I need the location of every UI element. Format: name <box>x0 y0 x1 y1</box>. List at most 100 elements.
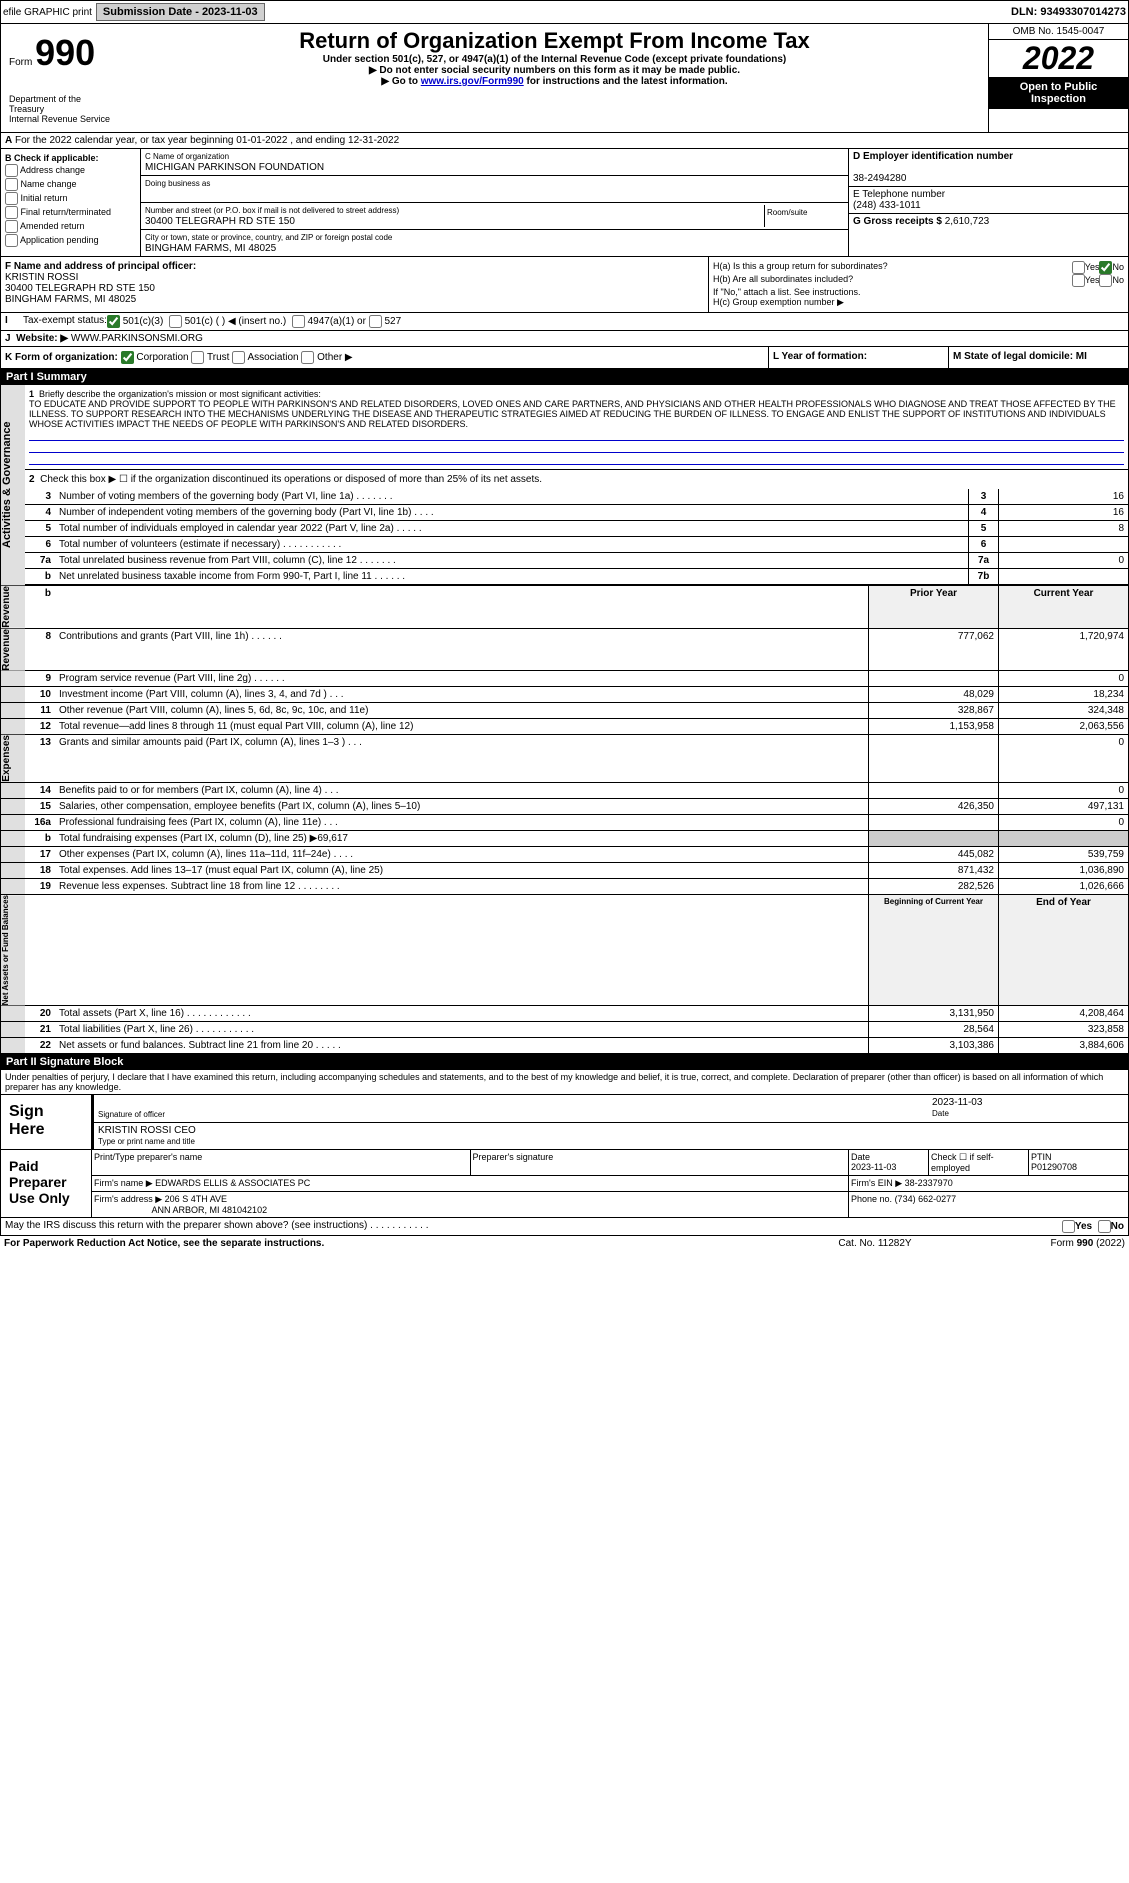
firm-phone: (734) 662-0277 <box>895 1194 957 1204</box>
tax-year: 2022 <box>989 40 1128 77</box>
l-label: L Year of formation: <box>773 351 867 362</box>
form-number-block: Form 990 Department of the Treasury Inte… <box>1 24 121 132</box>
gov-row-6: 6Total number of volunteers (estimate if… <box>25 537 1128 553</box>
subtitle-1: Under section 501(c), 527, or 4947(a)(1)… <box>125 54 984 65</box>
form-number: 990 <box>35 32 95 73</box>
ha-label: H(a) Is this a group return for subordin… <box>713 261 1072 274</box>
org-name-label: C Name of organization <box>145 152 229 161</box>
website-label: Website: ▶ <box>16 333 68 344</box>
chk-application[interactable]: Application pending <box>5 234 136 247</box>
line-klm: K Form of organization: Corporation Trus… <box>0 347 1129 369</box>
chk-initial[interactable]: Initial return <box>5 192 136 205</box>
exp-row-15: 15Salaries, other compensation, employee… <box>0 799 1129 815</box>
hb-yes[interactable]: Yes <box>1072 274 1100 287</box>
exp-row-19: 19Revenue less expenses. Subtract line 1… <box>0 879 1129 895</box>
city-label: City or town, state or province, country… <box>145 233 392 242</box>
officer-addr2: BINGHAM FARMS, MI 48025 <box>5 294 136 305</box>
chk-527[interactable]: 527 <box>369 315 401 328</box>
footer: For Paperwork Reduction Act Notice, see … <box>0 1236 1129 1251</box>
gov-row-7a: 7aTotal unrelated business revenue from … <box>25 553 1128 569</box>
form-footer: Form 990 (2022) <box>975 1238 1125 1249</box>
header-right: OMB No. 1545-0047 2022 Open to Public In… <box>988 24 1128 132</box>
discuss-no[interactable]: No <box>1098 1220 1124 1233</box>
net-header-row: Net Assets or Fund Balances Beginning of… <box>0 895 1129 1006</box>
submission-date-button[interactable]: Submission Date - 2023-11-03 <box>96 3 265 21</box>
net-row-21: 21Total liabilities (Part X, line 26) . … <box>0 1022 1129 1038</box>
ha-no[interactable]: No <box>1099 261 1124 274</box>
chk-corp[interactable]: Corporation <box>121 352 189 363</box>
pra-notice: For Paperwork Reduction Act Notice, see … <box>4 1238 775 1249</box>
firm-phone-label: Phone no. <box>851 1194 892 1204</box>
rev-row-11: 11Other revenue (Part VIII, column (A), … <box>0 703 1129 719</box>
chk-501c3[interactable]: 501(c)(3) <box>107 315 163 328</box>
current-year-header: Current Year <box>998 586 1128 628</box>
hc-label: H(c) Group exemption number ▶ <box>713 297 1124 308</box>
exp-row-13: Expenses 13Grants and similar amounts pa… <box>0 735 1129 783</box>
omb-label: OMB No. 1545-0047 <box>989 24 1128 40</box>
sign-here-block: Sign Here Signature of officer 2023-11-0… <box>0 1095 1129 1150</box>
rev-row-10: 10Investment income (Part VIII, column (… <box>0 687 1129 703</box>
irs-label: Internal Revenue Service <box>9 114 113 124</box>
paid-preparer-label: Paid Preparer Use Only <box>1 1150 91 1217</box>
form-header: Form 990 Department of the Treasury Inte… <box>0 24 1129 133</box>
cat-no: Cat. No. 11282Y <box>775 1238 975 1249</box>
col-c: C Name of organizationMICHIGAN PARKINSON… <box>141 149 848 256</box>
firm-city: ANN ARBOR, MI 481042102 <box>152 1205 268 1215</box>
exp-row-18: 18Total expenses. Add lines 13–17 (must … <box>0 863 1129 879</box>
sig-date: 2023-11-03 <box>932 1097 982 1108</box>
org-city: BINGHAM FARMS, MI 48025 <box>145 243 276 254</box>
phone-label: E Telephone number <box>853 189 945 200</box>
chk-trust[interactable]: Trust <box>191 352 229 363</box>
paid-preparer-block: Paid Preparer Use Only Print/Type prepar… <box>0 1150 1129 1218</box>
section-fh: F Name and address of principal officer:… <box>0 257 1129 313</box>
officer-addr1: 30400 TELEGRAPH RD STE 150 <box>5 283 155 294</box>
col-d: D Employer identification number38-24942… <box>848 149 1128 256</box>
end-year-header: End of Year <box>998 895 1128 1005</box>
mission-text: TO EDUCATE AND PROVIDE SUPPORT TO PEOPLE… <box>29 399 1116 429</box>
discuss-row: May the IRS discuss this return with the… <box>0 1218 1129 1236</box>
ha-yes[interactable]: Yes <box>1072 261 1100 274</box>
col-b-header: B Check if applicable: <box>5 153 99 163</box>
line-a: A For the 2022 calendar year, or tax yea… <box>0 133 1129 149</box>
prep-name-label: Print/Type preparer's name <box>94 1152 202 1162</box>
hb-note: If "No," attach a list. See instructions… <box>713 287 1124 297</box>
ein-value: 38-2494280 <box>853 173 906 184</box>
sign-here-label: Sign Here <box>1 1095 91 1149</box>
part2-header: Part II Signature Block <box>0 1054 1129 1070</box>
m-label: M State of legal domicile: MI <box>953 351 1087 362</box>
irs-link[interactable]: www.irs.gov/Form990 <box>421 76 524 87</box>
form-prefix: Form <box>9 57 32 68</box>
discuss-yes[interactable]: Yes <box>1062 1220 1092 1233</box>
prep-date: 2023-11-03 <box>851 1162 896 1172</box>
chk-other[interactable]: Other ▶ <box>301 352 352 363</box>
exp-row-b: bTotal fundraising expenses (Part IX, co… <box>0 831 1129 847</box>
org-name: MICHIGAN PARKINSON FOUNDATION <box>145 162 324 173</box>
header-title-block: Return of Organization Exempt From Incom… <box>121 24 988 132</box>
exp-row-17: 17Other expenses (Part IX, column (A), l… <box>0 847 1129 863</box>
gov-row-3: 3Number of voting members of the governi… <box>25 489 1128 505</box>
side-revenue: Revenue <box>1 586 25 628</box>
chk-assoc[interactable]: Association <box>232 352 298 363</box>
efile-label: efile GRAPHIC print <box>3 7 92 18</box>
section-bcd: B Check if applicable: Address change Na… <box>0 149 1129 257</box>
hb-no[interactable]: No <box>1099 274 1124 287</box>
part1-header: Part I Summary <box>0 369 1129 385</box>
dba-label: Doing business as <box>145 179 210 188</box>
chk-4947[interactable]: 4947(a)(1) or <box>292 315 366 328</box>
net-row-20: 20Total assets (Part X, line 16) . . . .… <box>0 1006 1129 1022</box>
side-netassets: Net Assets or Fund Balances <box>1 895 25 1005</box>
chk-amended[interactable]: Amended return <box>5 220 136 233</box>
chk-name[interactable]: Name change <box>5 178 136 191</box>
chk-501c[interactable]: 501(c) ( ) ◀ (insert no.) <box>169 315 286 328</box>
chk-address[interactable]: Address change <box>5 164 136 177</box>
website-value: WWW.PARKINSONSMI.ORG <box>71 333 203 344</box>
prep-sig-label: Preparer's signature <box>473 1152 554 1162</box>
officer-typed-name: KRISTIN ROSSI CEO <box>98 1125 196 1136</box>
check-self[interactable]: Check ☐ if self-employed <box>931 1152 994 1173</box>
prior-year-header: Prior Year <box>868 586 998 628</box>
date-label: Date <box>932 1109 949 1118</box>
rev-row-12: 12Total revenue—add lines 8 through 11 (… <box>0 719 1129 735</box>
begin-year-header: Beginning of Current Year <box>868 895 998 1005</box>
phone-value: (248) 433-1011 <box>853 200 921 211</box>
goto-suffix: for instructions and the latest informat… <box>527 76 728 87</box>
